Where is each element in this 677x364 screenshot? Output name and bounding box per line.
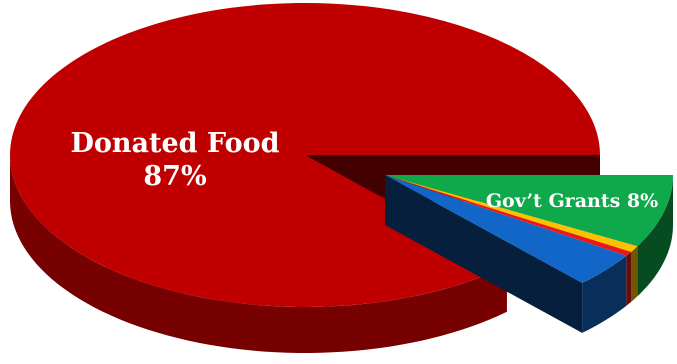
exploded-slices — [385, 175, 673, 333]
pie-slice-other-2-top — [385, 175, 632, 256]
pie-slice-gov-t-grants-top — [385, 175, 673, 247]
pie-slice-other-1-top — [385, 175, 638, 252]
pie-slice-donated-food-side — [10, 155, 507, 353]
pie-slice-other-2-side — [626, 251, 632, 306]
pie-slice-other-1-side — [631, 246, 638, 302]
pie-slice-donated-food-top — [10, 2, 601, 307]
slice-label-govt-grants: Gov’t Grants 8% — [486, 190, 658, 212]
pie-slice-other-3-side — [582, 255, 627, 333]
slice-label-donated-food-value: 87% — [143, 161, 206, 192]
pie-slice-other-3-cut — [385, 175, 583, 333]
pie-slice-gov-t-grants-side — [637, 175, 673, 297]
pie-slice-other-3-top — [385, 175, 627, 283]
slice-label-donated-food-name: Donated Food — [70, 128, 279, 159]
